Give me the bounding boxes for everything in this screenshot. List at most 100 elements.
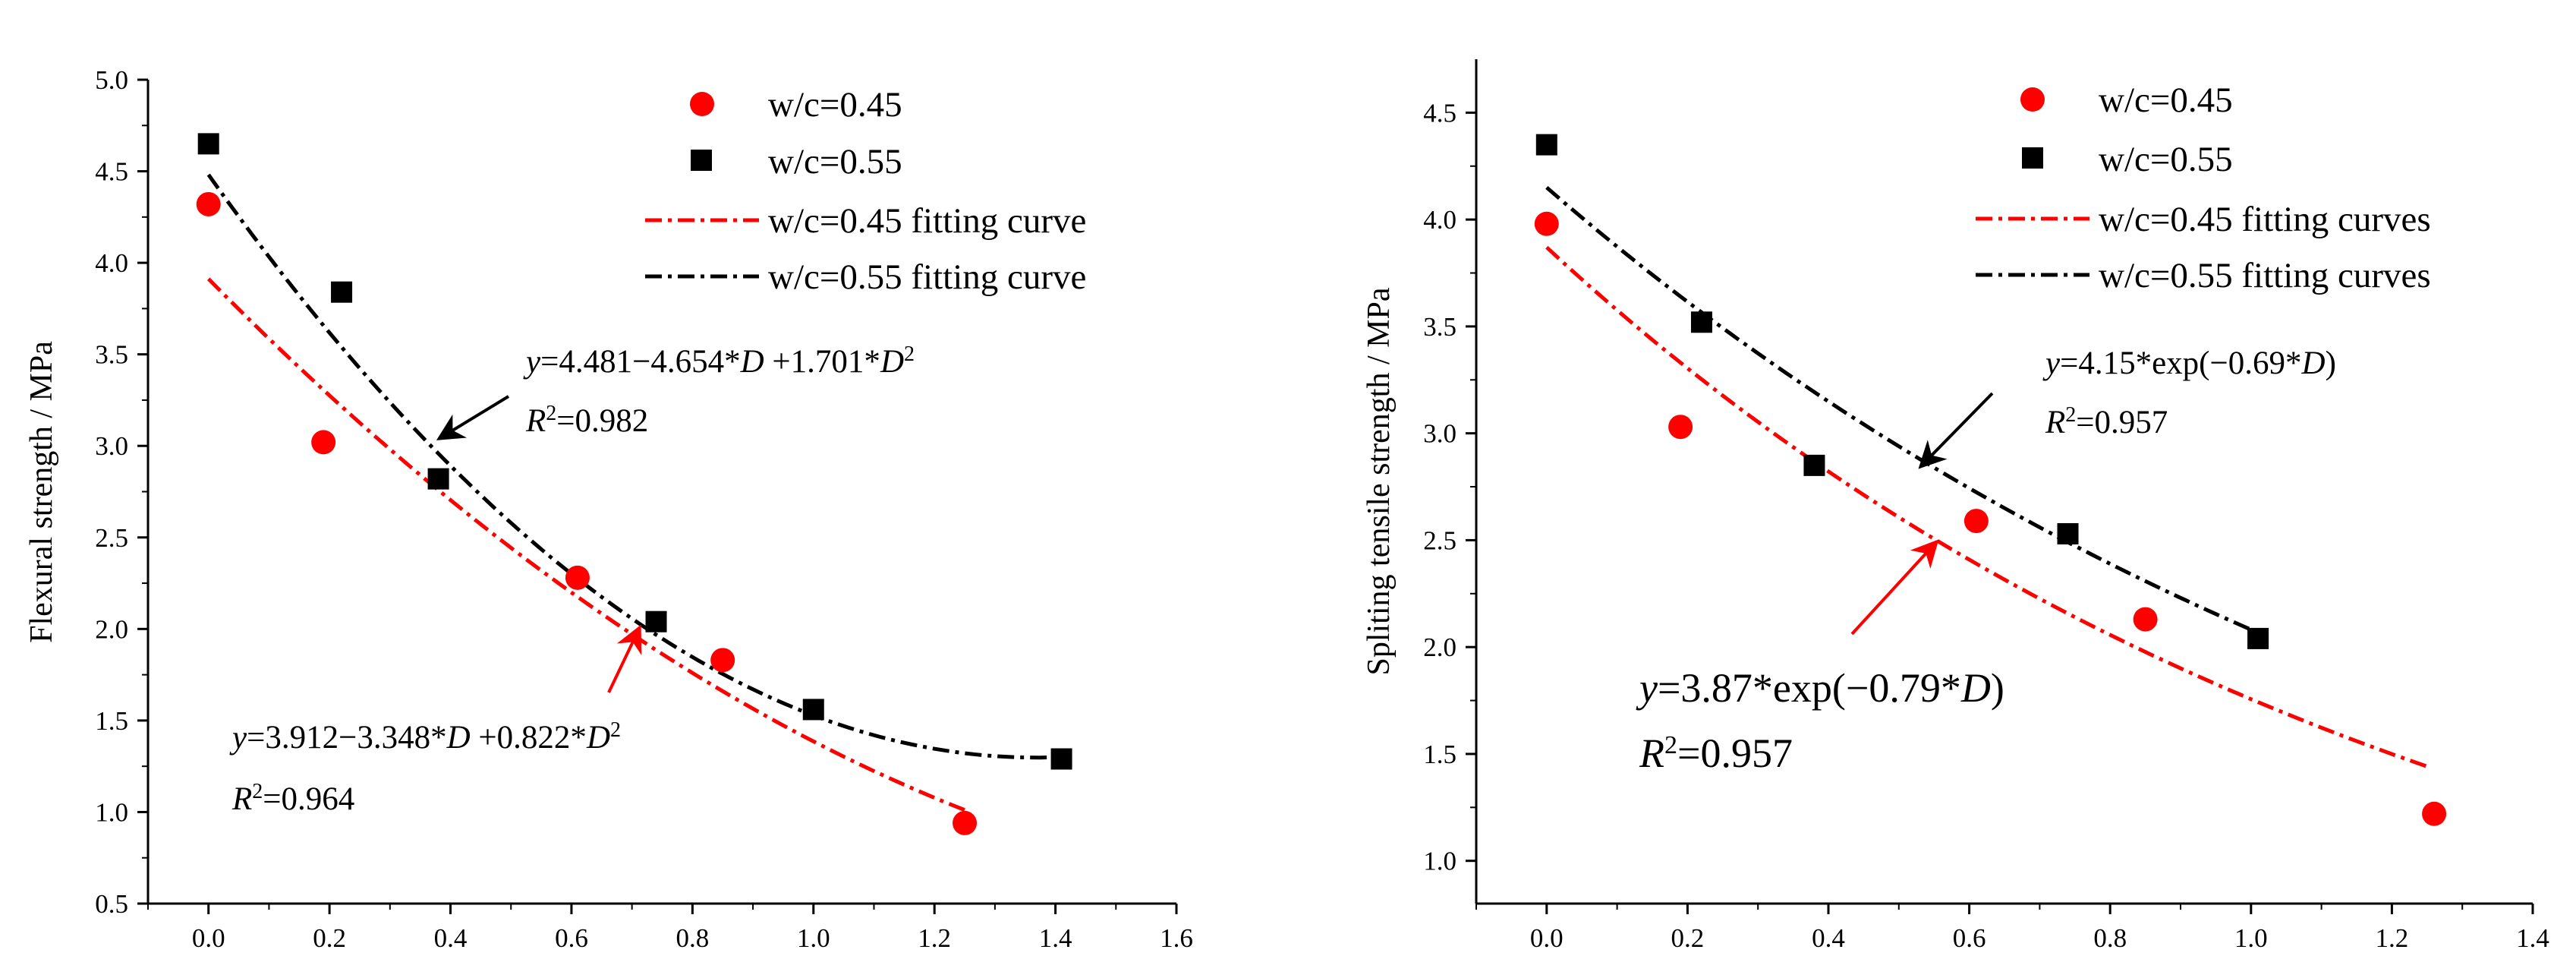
- data-point-wc045: [1963, 509, 1989, 534]
- y-tick-label: 0.5: [95, 889, 128, 919]
- x-tick-label: 1.4: [1039, 923, 1072, 953]
- r2-fit045: R2=0.964: [231, 780, 354, 818]
- y-tick-label: 4.5: [95, 157, 128, 187]
- data-points: [1534, 134, 2447, 826]
- x-tick-label: 0.0: [1530, 923, 1564, 953]
- data-point-wc045: [2133, 607, 2158, 632]
- data-point-wc055: [2057, 522, 2079, 544]
- data-point-wc055: [645, 610, 667, 633]
- data-point-wc055: [1690, 311, 1712, 333]
- equation-fit055: y=4.481−4.654*D +1.701*D2: [523, 342, 915, 380]
- x-tick-label: 0.4: [1812, 923, 1845, 953]
- legend-label-fit055: w/c=0.55 fitting curve: [768, 257, 1086, 297]
- y-tick-label: 3.0: [1423, 419, 1456, 449]
- fitting-curves: [1545, 186, 2428, 768]
- legend-label-wc045: w/c=0.45: [768, 85, 902, 125]
- equation-fit045: y=3.912−3.348*D +0.822*D2: [229, 718, 621, 756]
- y-tick-label: 5.0: [95, 65, 128, 95]
- y-tick-label: 2.0: [95, 614, 128, 644]
- y-axis-title: Flexural strength / MPa: [24, 341, 59, 643]
- x-tick-label: 1.6: [1160, 923, 1193, 953]
- y-axis-title: Spliting tensile strength / MPa: [1362, 287, 1397, 675]
- r2-fit055: R2=0.957: [2045, 403, 2168, 441]
- data-point-wc045: [311, 430, 336, 455]
- fit-curve-w-c-0-55-fitting-curve: [206, 173, 1062, 760]
- flexural-strength-chart: 0.0 0.2 0.4 0.6 0.8 1.0 1.2 1.4 1.6 0.5 1.0 1.5 2.0 2…: [24, 65, 1193, 953]
- equation-fit045: y=3.87*exp(−0.79*D): [1636, 665, 2004, 711]
- x-tick-label: 1.0: [797, 923, 830, 953]
- x-tick-label: 0.8: [675, 923, 709, 953]
- y-tick-label: 3.5: [95, 340, 128, 370]
- data-point-wc045: [565, 565, 590, 590]
- legend-marker-wc045: [690, 92, 714, 116]
- r2-fit045: R2=0.957: [1639, 730, 1793, 776]
- data-points: [196, 133, 1072, 835]
- arrow-fit045: [1850, 539, 1939, 636]
- data-point-wc055: [197, 133, 219, 155]
- x-tick-label: 0.6: [555, 923, 588, 953]
- data-point-wc045: [1668, 415, 1693, 440]
- splitting-tensile-strength-chart: 0.0 0.2 0.4 0.6 0.8 1.0 1.2 1.4 1.0 1.5 2.0 2.5 3.0 3…: [1362, 59, 2549, 953]
- data-point-wc055: [331, 281, 353, 303]
- data-point-wc045: [1534, 211, 1559, 236]
- r2-fit055: R2=0.982: [525, 402, 648, 440]
- y-tick-label: 4.0: [95, 248, 128, 278]
- y-tick-label: 4.0: [1423, 205, 1456, 235]
- y-tick-label: 2.5: [95, 523, 128, 553]
- legend: w/c=0.45 w/c=0.55 w/c=0.45 fitting curve…: [645, 85, 1086, 297]
- y-tick-label: 4.5: [1423, 98, 1456, 128]
- data-point-wc045: [196, 191, 221, 216]
- x-tick-label: 0.0: [192, 923, 225, 953]
- data-point-wc045: [2422, 801, 2447, 826]
- annotation-fit055: y=4.481−4.654*D +1.701*D2 R2=0.982: [436, 342, 915, 440]
- y-tick-label: 1.5: [1423, 740, 1456, 769]
- y-tick-label: 3.0: [95, 431, 128, 461]
- data-point-wc045: [953, 810, 978, 835]
- legend-label-fit045: w/c=0.45 fitting curves: [2099, 200, 2431, 239]
- x-tick-label: 0.2: [313, 923, 346, 953]
- axis-ticks: 0.0 0.2 0.4 0.6 0.8 1.0 1.2 1.4 1.0 1.5 2.0 2.5 3.0 3…: [1423, 98, 2549, 953]
- annotation-fit045: y=3.912−3.348*D +0.822*D2 R2=0.964: [229, 624, 642, 818]
- y-tick-label: 2.0: [1423, 633, 1456, 662]
- x-tick-label: 0.6: [1953, 923, 1986, 953]
- legend-marker-wc055: [2022, 147, 2043, 169]
- arrow-fit055: [1918, 392, 1994, 469]
- equation-fit055: y=4.15*exp(−0.69*D): [2042, 345, 2336, 381]
- legend-label-fit055: w/c=0.55 fitting curves: [2099, 256, 2431, 295]
- x-tick-label: 1.2: [2376, 923, 2409, 953]
- legend-label-wc055: w/c=0.55: [768, 142, 902, 181]
- x-tick-label: 0.2: [1671, 923, 1705, 953]
- x-tick-label: 1.2: [918, 923, 951, 953]
- axis-ticks: 0.0 0.2 0.4 0.6 0.8 1.0 1.2 1.4 1.6 0.5 1.0 1.5 2.0 2…: [95, 65, 1193, 953]
- data-point-wc055: [1535, 134, 1557, 156]
- arrow-fit055: [436, 395, 510, 440]
- x-tick-label: 0.8: [2093, 923, 2127, 953]
- data-point-wc055: [1050, 748, 1072, 770]
- fit-curve-w-c-0-45-fitting-curves: [1545, 245, 2428, 768]
- legend-marker-wc055: [691, 150, 712, 171]
- fit-curve-w-c-0-55-fitting-curves: [1545, 186, 2260, 635]
- legend-marker-wc045: [2020, 87, 2045, 112]
- fit-curve-w-c-0-45-fitting-curve: [206, 277, 965, 812]
- arrow-fit045: [607, 624, 642, 693]
- legend: w/c=0.45 w/c=0.55 w/c=0.45 fitting curve…: [1976, 80, 2431, 295]
- x-tick-label: 0.4: [434, 923, 468, 953]
- data-point-wc055: [427, 468, 449, 490]
- x-tick-label: 1.0: [2234, 923, 2268, 953]
- data-point-wc055: [2247, 627, 2269, 649]
- data-point-wc055: [1803, 454, 1825, 476]
- x-tick-label: 1.4: [2516, 923, 2549, 953]
- legend-label-fit045: w/c=0.45 fitting curve: [768, 201, 1086, 241]
- legend-label-wc045: w/c=0.45: [2099, 80, 2233, 120]
- y-tick-label: 1.0: [95, 797, 128, 827]
- legend-label-wc055: w/c=0.55: [2099, 140, 2233, 179]
- y-tick-label: 3.5: [1423, 312, 1456, 342]
- fitting-curves: [206, 173, 1062, 812]
- y-tick-label: 1.5: [95, 706, 128, 736]
- data-point-wc045: [710, 648, 735, 673]
- y-tick-label: 2.5: [1423, 525, 1456, 555]
- annotation-fit055: y=4.15*exp(−0.69*D) R2=0.957: [1918, 345, 2336, 469]
- annotation-fit045: y=3.87*exp(−0.79*D) R2=0.957: [1636, 539, 2004, 776]
- y-tick-label: 1.0: [1423, 847, 1456, 876]
